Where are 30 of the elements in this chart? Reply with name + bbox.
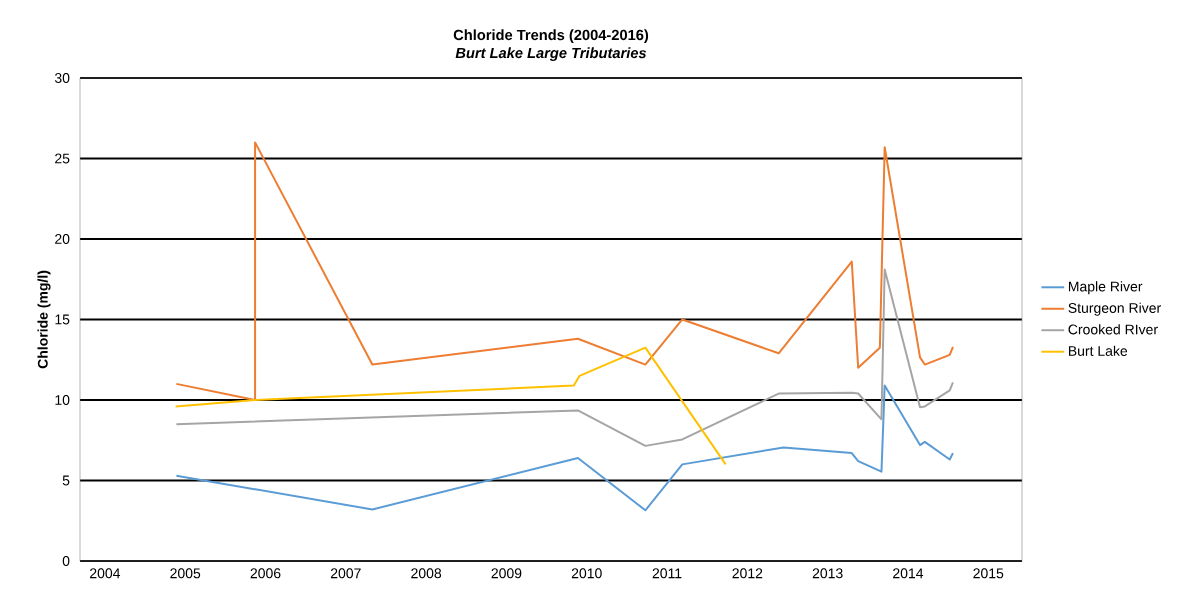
line-series <box>175 384 954 512</box>
x-tick-label: 2011 <box>652 568 682 579</box>
line-series <box>175 141 954 401</box>
chart-title: Chloride Trends (2004-2016) <box>453 29 649 44</box>
legend-label: Crooked RIver <box>1068 324 1158 335</box>
x-tick-label: 2004 <box>90 568 121 579</box>
x-tick-label: 2005 <box>170 568 201 579</box>
y-tick-label: 5 <box>62 475 70 486</box>
y-tick-label: 10 <box>55 395 70 405</box>
y-tick-label: 20 <box>55 234 70 244</box>
x-tick-label: 2006 <box>250 568 281 579</box>
y-axis-title: Chloride (mg/l) <box>37 270 51 369</box>
y-tick-label: 30 <box>54 73 70 83</box>
x-tick-label: 2010 <box>571 568 602 579</box>
x-tick-label: 2008 <box>411 568 442 579</box>
line-series <box>174 346 727 466</box>
line-series <box>175 268 954 447</box>
x-tick-label: 2013 <box>812 568 843 579</box>
x-tick-label: 2015 <box>973 568 1004 579</box>
x-tick-label: 2014 <box>893 568 924 579</box>
y-tick-label: 15 <box>55 314 70 325</box>
y-tick-label: 0 <box>62 556 70 566</box>
y-tick-label: 25 <box>55 153 70 164</box>
legend-label: Maple River <box>1068 281 1143 295</box>
x-tick-label: 2009 <box>491 568 522 579</box>
x-tick-label: 2007 <box>330 568 361 579</box>
legend-label: Sturgeon River <box>1068 302 1161 316</box>
x-tick-label: 2012 <box>732 568 763 579</box>
legend-label: Burt Lake <box>1068 345 1128 356</box>
chart-subtitle: Burt Lake Large Tributaries <box>455 47 647 62</box>
